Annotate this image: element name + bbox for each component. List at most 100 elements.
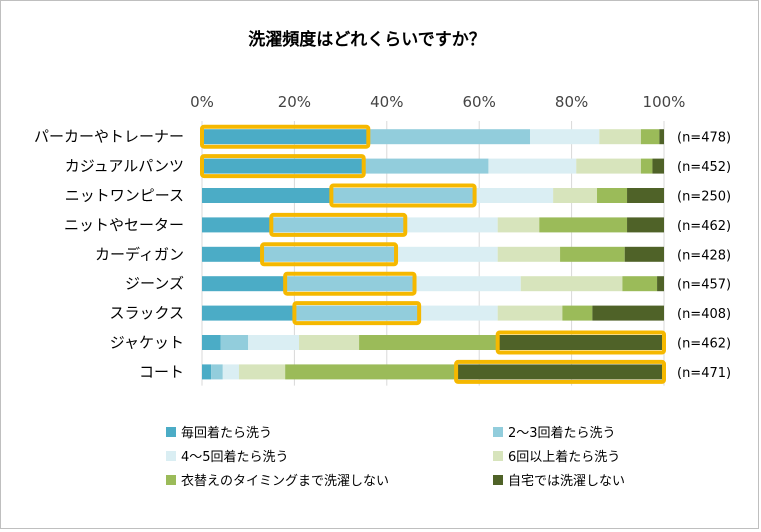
category-label: スラックス <box>109 304 184 322</box>
bar-segment <box>497 305 563 321</box>
bar-segment <box>624 246 664 262</box>
n-label: (n=408) <box>677 307 731 322</box>
legend-swatch <box>166 451 176 461</box>
bar-segment <box>627 217 664 233</box>
bar-segment <box>599 129 641 145</box>
bar-segment <box>271 217 406 233</box>
n-label: (n=471) <box>677 366 731 381</box>
bar-segment <box>202 276 286 292</box>
bar-segment <box>238 364 286 380</box>
highlight-box <box>283 271 417 296</box>
bar-segment <box>652 158 664 174</box>
category-labels: パーカーやトレーナーカジュアルパンツニットワンピースニットやセーターカーディガン… <box>34 128 184 381</box>
x-tick-label: 60% <box>463 93 496 111</box>
category-label: ニットやセーター <box>64 216 184 234</box>
bar-segment <box>640 158 653 174</box>
bar-segment <box>622 276 658 292</box>
x-tick-label: 0% <box>190 93 214 111</box>
bar-segment <box>363 158 489 174</box>
bar-segment <box>576 158 641 174</box>
bar-segment <box>627 188 664 203</box>
legend-swatch <box>493 451 503 461</box>
legend-label: 2～3回着たら洗う <box>508 425 616 441</box>
category-label: ニットワンピース <box>65 187 184 205</box>
n-label: (n=478) <box>677 131 731 146</box>
category-label: パーカーやトレーナー <box>34 128 184 146</box>
bar-segment <box>202 158 364 174</box>
x-tick-label: 20% <box>278 93 311 111</box>
category-label: コート <box>139 363 184 381</box>
legend-label: 自宅では洗濯しない <box>508 474 625 489</box>
bar-segment <box>202 246 263 262</box>
bar-segment <box>597 188 628 203</box>
category-label: カジュアルパンツ <box>65 157 184 175</box>
bar-segment <box>202 129 369 145</box>
x-tick-label: 100% <box>643 93 686 111</box>
bar-segment <box>202 305 295 321</box>
highlight-box <box>269 212 408 237</box>
bar-segment <box>202 188 332 203</box>
sample-size-labels: (n=478) (n=452) (n=250) (n=462) (n=428) (n=45… <box>677 131 731 381</box>
legend-swatch <box>493 475 503 485</box>
legend-label: 6回以上着たら洗う <box>508 449 620 465</box>
category-label: カーディガン <box>95 245 184 263</box>
bar-segment <box>211 364 223 380</box>
n-label: (n=250) <box>677 190 731 205</box>
n-label: (n=428) <box>677 248 731 263</box>
bar-segment <box>456 364 664 380</box>
bar-segment <box>202 335 221 350</box>
highlight-box <box>200 124 371 149</box>
n-label: (n=452) <box>677 160 731 175</box>
bar-segment <box>539 217 628 233</box>
highlight-box <box>292 301 422 326</box>
legend-label: 4～5回着たら洗う <box>181 449 289 465</box>
bar-segment <box>419 305 498 321</box>
bar-segment <box>248 335 300 350</box>
bar-segment <box>396 246 498 262</box>
legend-swatch <box>493 427 503 437</box>
bar-segment <box>530 129 600 145</box>
bar-segment <box>640 129 660 145</box>
x-axis-ticks: 0% 20% 40% 60% 80% 100% <box>190 93 685 111</box>
chart-title: 洗濯頻度はどれくらいですか？ <box>248 29 486 50</box>
n-label: (n=462) <box>677 337 731 352</box>
bar-segment <box>202 217 272 233</box>
bar-segment <box>414 276 521 292</box>
bar-segment <box>220 335 249 350</box>
bar-segment <box>560 246 625 262</box>
bar-segment <box>562 305 593 321</box>
bar-segment <box>331 188 475 203</box>
bar-segment <box>405 217 498 233</box>
highlight-boxes <box>200 124 666 384</box>
n-label: (n=462) <box>677 219 731 234</box>
bar-segment <box>497 246 561 262</box>
n-label: (n=457) <box>677 278 731 293</box>
bar-segment <box>520 276 623 292</box>
bar-segment <box>497 335 664 350</box>
category-label: ジーンズ <box>125 275 184 293</box>
highlight-box <box>260 242 399 267</box>
bar-segment <box>262 246 397 262</box>
highlight-box <box>495 330 666 355</box>
bar-segment <box>359 335 498 350</box>
bar-segment <box>474 188 554 203</box>
legend-swatch <box>166 475 176 485</box>
legend-label: 衣替えのタイミングまで洗濯しない <box>181 473 389 489</box>
legend-swatch <box>166 427 176 437</box>
highlight-box <box>200 154 366 179</box>
highlight-box <box>329 183 477 208</box>
bar-segment <box>553 188 598 203</box>
bar-segment <box>202 364 212 380</box>
bar-segment <box>657 276 664 292</box>
bar-segment <box>222 364 239 380</box>
legend: 毎回着たら洗う 2～3回着たら洗う 4～5回着たら洗う 6回以上着たら洗う衣替えのタイ… <box>166 425 625 489</box>
bar-segment <box>497 217 540 233</box>
bar-segment <box>299 335 360 350</box>
bar-segment <box>368 129 531 145</box>
bar-segment <box>488 158 577 174</box>
bars <box>202 129 664 380</box>
x-tick-label: 80% <box>555 93 588 111</box>
bar-segment <box>285 276 415 292</box>
